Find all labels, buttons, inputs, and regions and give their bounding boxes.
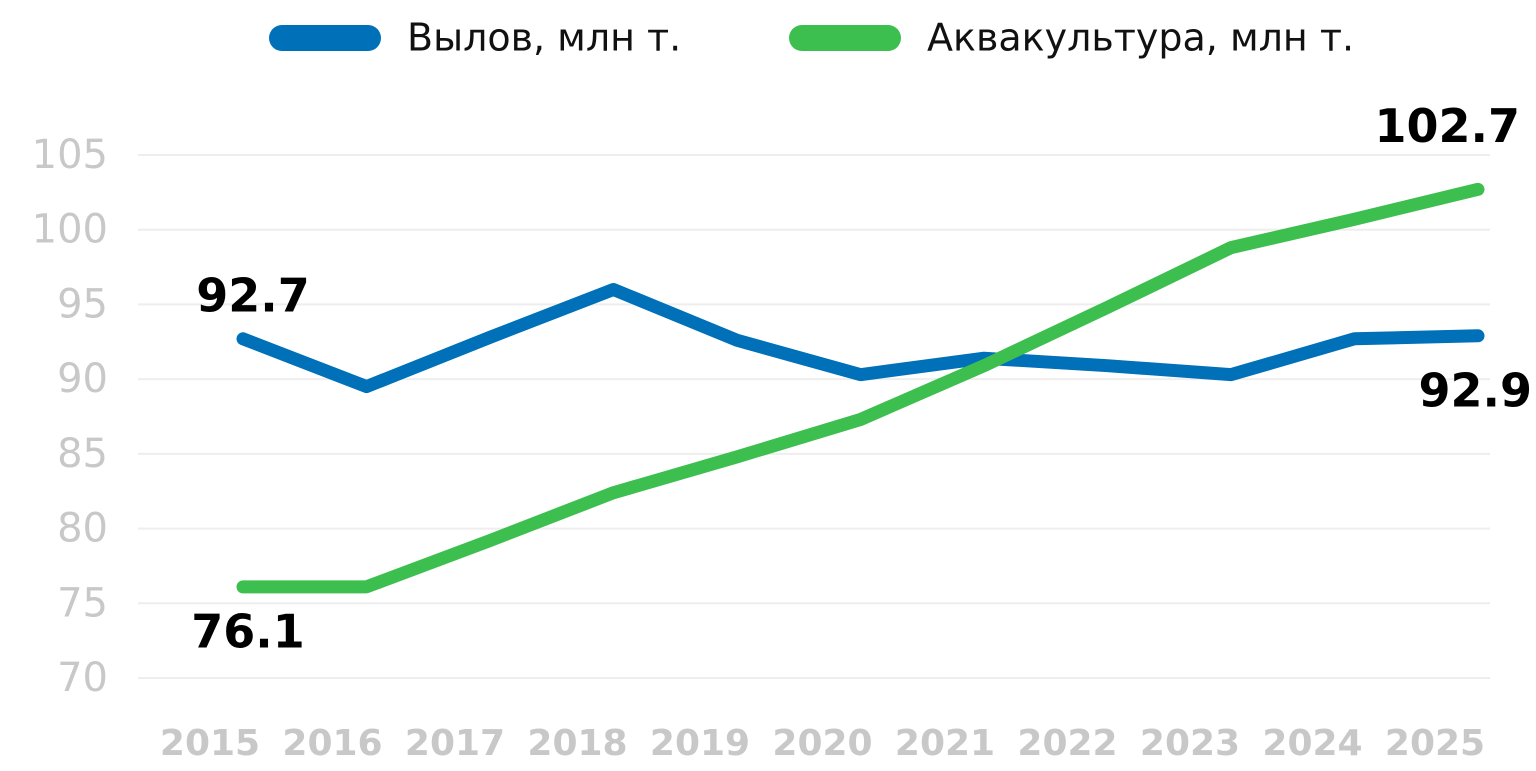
x-tick-label: 2017 (405, 723, 505, 764)
y-tick-label: 90 (57, 356, 108, 402)
data-label: 102.7 (1374, 99, 1520, 153)
y-tick-label: 70 (57, 655, 108, 701)
x-tick-label: 2016 (282, 723, 382, 764)
x-tick-label: 2021 (895, 723, 995, 764)
x-tick-label: 2015 (160, 723, 260, 764)
legend-label: Аквакультура, млн т. (927, 16, 1354, 60)
y-tick-label: 80 (57, 506, 108, 552)
x-tick-label: 2024 (1262, 723, 1362, 764)
x-tick-label: 2022 (1017, 723, 1117, 764)
data-label: 76.1 (191, 604, 305, 658)
legend-label: Вылов, млн т. (407, 16, 681, 60)
x-tick-label: 2023 (1140, 723, 1240, 764)
data-label: 92.9 (1419, 363, 1533, 417)
series-line (236, 282, 1485, 394)
y-tick-label: 95 (57, 281, 108, 327)
x-tick-label: 2019 (650, 723, 750, 764)
y-tick-label: 105 (32, 132, 108, 178)
y-tick-label: 75 (57, 580, 108, 626)
x-tick-label: 2018 (527, 723, 627, 764)
series-line (236, 182, 1485, 594)
data-label: 92.7 (196, 268, 310, 322)
x-tick-label: 2025 (1385, 723, 1485, 764)
x-tick-label: 2020 (772, 723, 872, 764)
y-tick-label: 100 (32, 207, 108, 253)
y-tick-label: 85 (57, 431, 108, 477)
